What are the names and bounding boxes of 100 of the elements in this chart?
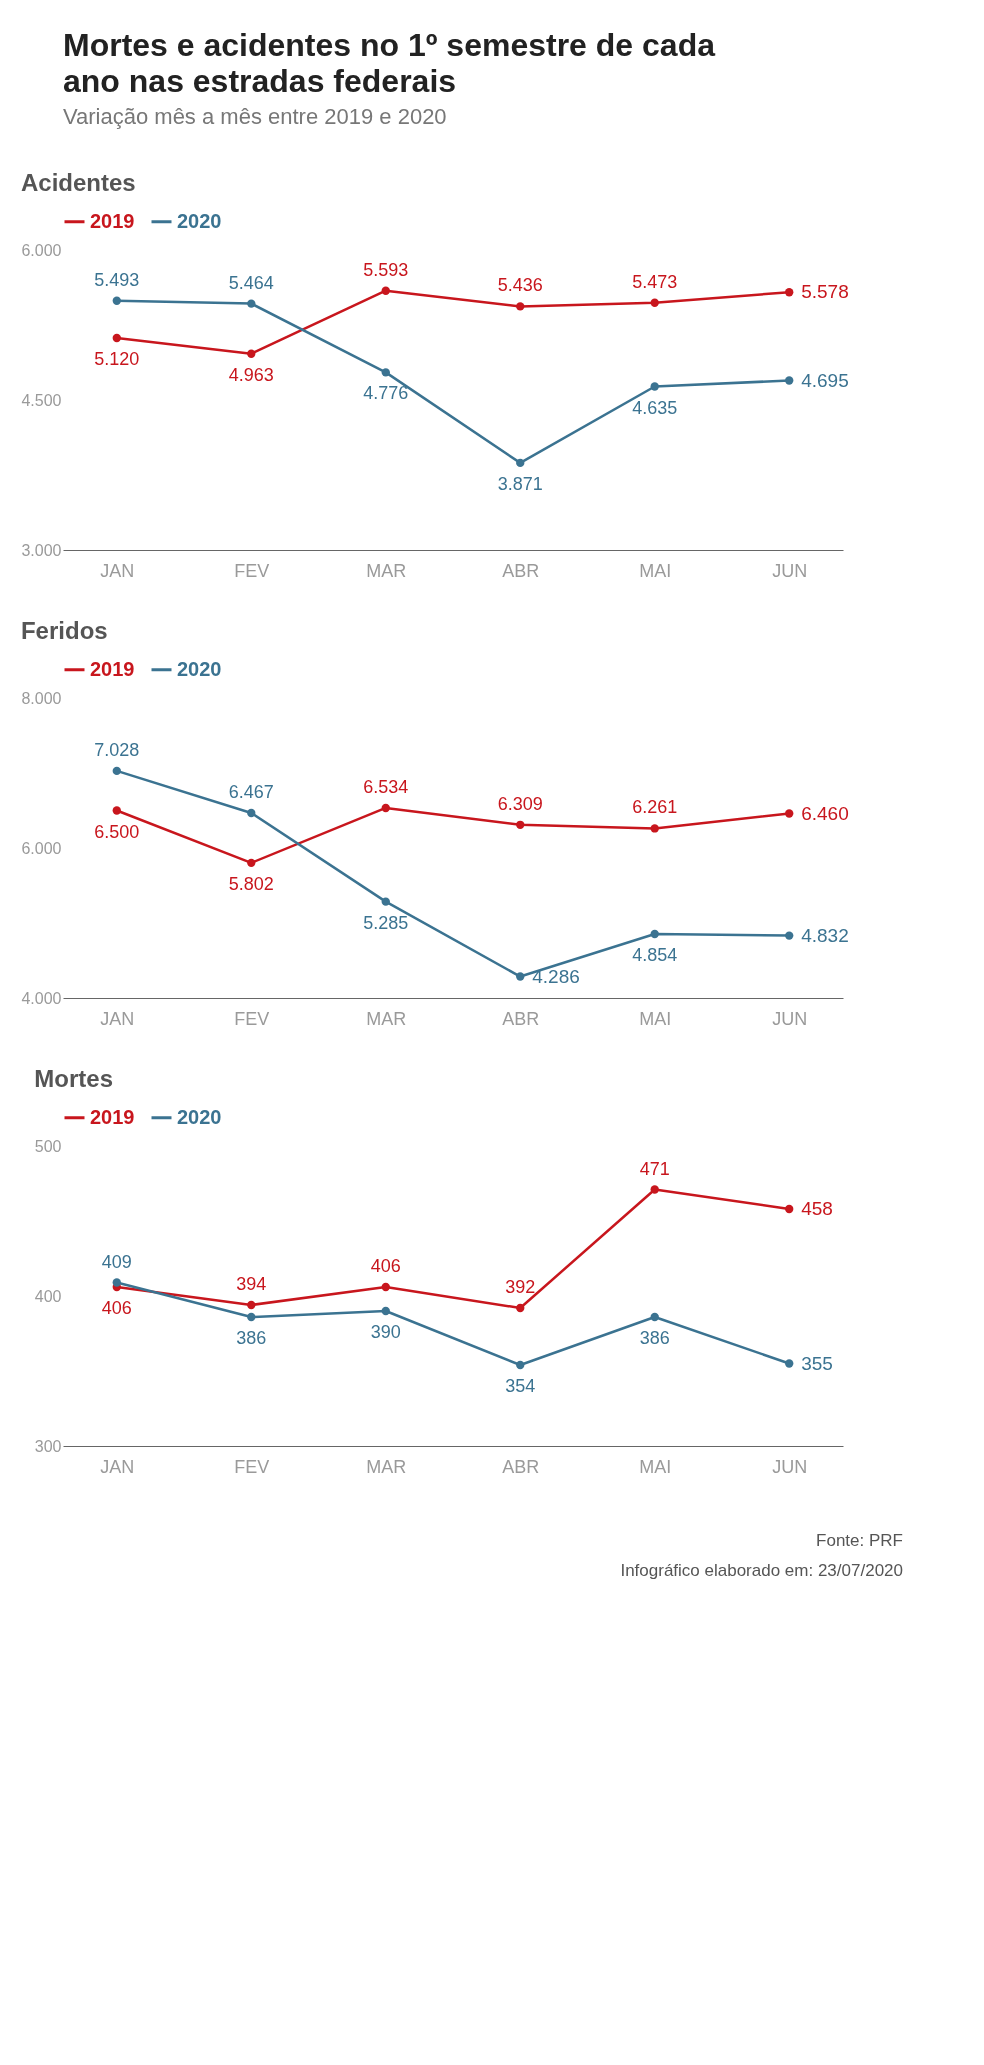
data-label: 386 [236, 1328, 267, 1348]
point [650, 382, 659, 391]
data-label: 6.500 [94, 821, 140, 842]
y-tick-label: 400 [34, 1287, 62, 1305]
point [247, 299, 256, 308]
data-label: 5.578 [801, 281, 849, 303]
point [247, 808, 256, 818]
data-label: 5.285 [363, 912, 409, 933]
text: Infográfico elaborado em: 23/07/2020 [620, 1561, 903, 1580]
point [650, 1185, 659, 1194]
data-label: 6.309 [497, 793, 543, 814]
data-label: 5.436 [497, 275, 543, 296]
point [247, 349, 256, 358]
data-label: 5.120 [94, 349, 140, 369]
point [381, 1306, 390, 1316]
x-tick-label: JAN [100, 560, 135, 581]
point [112, 806, 121, 815]
text: Variação mês a mês entre 2019 e 2020 [63, 104, 447, 129]
chart-title: Mortes [34, 1065, 113, 1092]
x-tick-label: MAI [639, 1008, 672, 1029]
point [516, 972, 525, 981]
x-tick-label: JUN [772, 1456, 808, 1477]
data-label: 409 [101, 1251, 132, 1272]
data-label: 4.854 [632, 944, 678, 965]
data-label: 390 [370, 1322, 401, 1342]
point [785, 1204, 794, 1214]
data-label: 4.635 [632, 397, 678, 418]
point [785, 376, 794, 385]
x-tick-label: JUN [772, 1008, 808, 1029]
data-label: 4.776 [363, 383, 409, 404]
y-tick-label: 4.000 [21, 989, 62, 1007]
point [112, 296, 121, 305]
data-label: 406 [101, 1298, 132, 1318]
point [516, 1303, 525, 1313]
x-tick-label: MAR [366, 1456, 407, 1477]
data-label: 354 [505, 1376, 536, 1396]
data-label: 458 [801, 1198, 833, 1219]
x-tick-label: MAI [639, 560, 672, 581]
point [247, 858, 256, 868]
data-label: 7.028 [94, 739, 140, 760]
data-label: 6.534 [363, 776, 409, 797]
source-note: Fonte: PRF [816, 1531, 903, 1550]
x-tick-label: FEV [234, 1456, 270, 1477]
point [516, 302, 525, 311]
chart-title: Feridos [20, 617, 108, 644]
point [381, 368, 390, 377]
y-tick-label: 3.000 [21, 541, 62, 559]
x-tick-label: JAN [100, 1456, 135, 1477]
x-tick-label: MAR [366, 560, 407, 581]
data-label: 4.963 [228, 364, 274, 385]
x-tick-label: FEV [234, 1008, 270, 1029]
x-tick-label: FEV [234, 560, 270, 581]
legend-label: 2020 [177, 657, 222, 680]
point [381, 286, 390, 295]
y-tick-label: 6.000 [21, 839, 62, 857]
data-label: 4.695 [801, 369, 849, 391]
data-label: 394 [236, 1274, 267, 1294]
y-tick-label: 8.000 [21, 689, 62, 707]
legend-label: 2020 [177, 209, 222, 232]
point [785, 809, 794, 818]
y-tick-label: 300 [34, 1437, 62, 1455]
point [785, 288, 794, 297]
x-tick-label: MAR [366, 1008, 407, 1029]
data-label: 6.261 [632, 797, 678, 818]
point [247, 1300, 256, 1310]
data-label: 6.467 [228, 781, 274, 802]
point [650, 929, 659, 939]
x-tick-label: ABR [502, 1008, 540, 1029]
legend-label: 2019 [90, 1105, 135, 1128]
legend-label: 2019 [90, 209, 135, 232]
point [247, 1312, 256, 1322]
point [650, 824, 659, 833]
data-label: 355 [801, 1352, 833, 1374]
x-tick-label: JAN [100, 1008, 135, 1029]
y-tick-label: 500 [34, 1137, 62, 1155]
x-tick-label: ABR [502, 560, 540, 581]
x-tick-label: JUN [772, 560, 808, 581]
data-label: 406 [370, 1256, 401, 1276]
legend-label: 2019 [90, 657, 135, 680]
point [785, 1359, 794, 1368]
data-label: 5.464 [228, 272, 274, 293]
data-label: 392 [505, 1277, 536, 1297]
data-label: 386 [639, 1328, 670, 1348]
point [381, 897, 390, 906]
data-label: 471 [639, 1158, 670, 1179]
y-tick-label: 4.500 [21, 391, 62, 409]
point [516, 458, 525, 468]
data-label: 5.473 [632, 271, 678, 292]
text: Mortes e acidentes no 1º semestre de cada ano nas estradas federais [63, 27, 716, 99]
data-label: 4.286 [532, 965, 580, 987]
point [112, 1278, 121, 1287]
point [516, 820, 525, 829]
x-tick-label: ABR [502, 1456, 540, 1477]
chart-title: Acidentes [20, 169, 136, 196]
point [112, 766, 121, 776]
data-label: 5.493 [94, 269, 140, 290]
data-label: 6.460 [801, 802, 849, 824]
y-tick-label: 6.000 [21, 241, 62, 259]
point [381, 803, 390, 813]
x-tick-label: MAI [639, 1456, 672, 1477]
